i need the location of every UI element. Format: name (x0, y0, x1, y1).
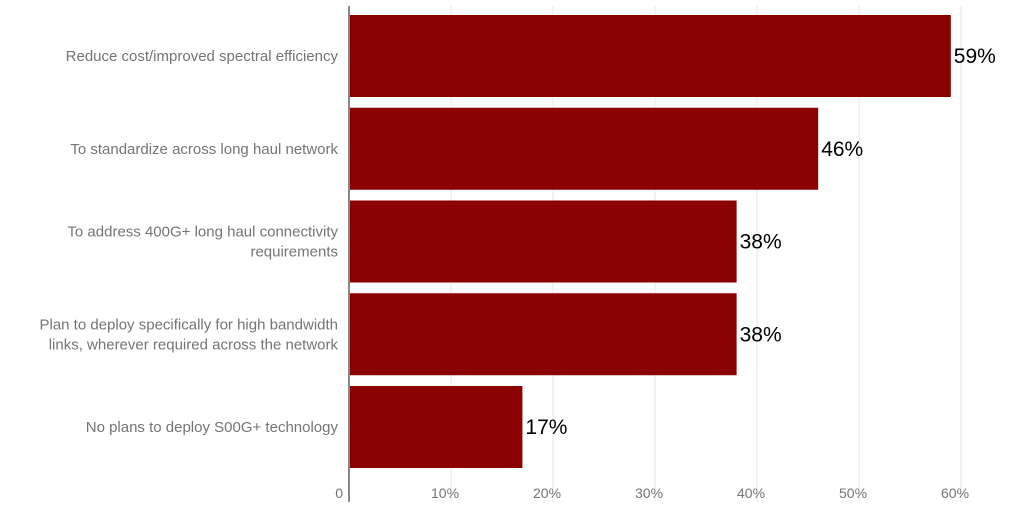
category-label: Reduce cost/improved spectral efficiency (66, 48, 339, 65)
x-tick-label: 60% (941, 485, 969, 501)
x-tick-label: 30% (635, 485, 663, 501)
x-tick-label: 40% (737, 485, 765, 501)
category-label: Plan to deploy specifically for high ban… (39, 316, 338, 353)
category-label: To standardize across long haul network (70, 141, 338, 158)
x-axis-ticks: 0 10% 20% 30% 40% 50% 60% (335, 485, 969, 501)
category-labels: Reduce cost/improved spectral efficiency… (39, 48, 338, 436)
bar (349, 386, 523, 468)
x-tick-label: 50% (839, 485, 867, 501)
data-label: 46% (821, 138, 863, 161)
bar (349, 15, 951, 97)
x-tick-label: 20% (533, 485, 561, 501)
category-label: To address 400G+ long haul connectivity r… (67, 224, 338, 261)
bar (349, 200, 737, 283)
category-label: No plans to deploy S00G+ technology (86, 419, 339, 436)
data-labels: 59% 46% 38% 38% 17% (525, 45, 995, 439)
data-label: 59% (954, 45, 996, 68)
x-tick-label: 10% (431, 485, 459, 501)
x-tick-label: 0 (335, 485, 343, 501)
data-label: 38% (740, 323, 782, 346)
bars (349, 15, 951, 468)
bar (349, 107, 819, 190)
data-label: 17% (525, 416, 567, 439)
data-label: 38% (740, 231, 782, 254)
bar (349, 293, 737, 376)
